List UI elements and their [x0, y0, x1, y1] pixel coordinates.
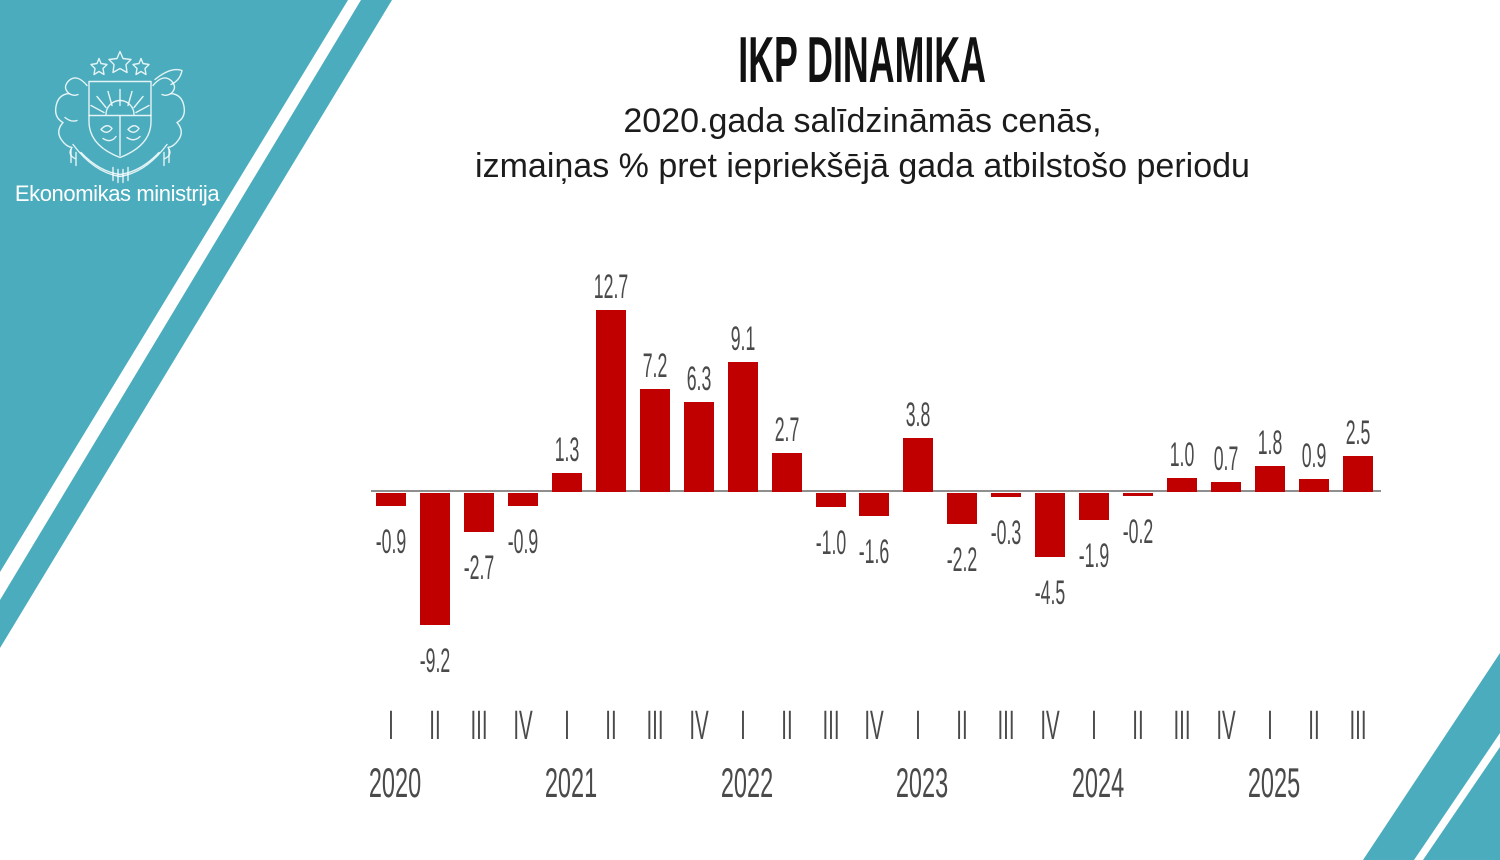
- bar-value-label: -9.2: [419, 641, 451, 680]
- page-title-wrap: IKP DINAMIKA: [362, 23, 1362, 96]
- quarter-tick-label: II: [1308, 702, 1320, 748]
- quarter-tick-label: III: [646, 702, 664, 748]
- bar: [419, 493, 450, 625]
- year-label: 2025: [1247, 759, 1301, 806]
- bar: [815, 493, 846, 508]
- bar-value-label: -0.3: [991, 514, 1022, 553]
- chart-subtitle: 2020.gada salīdzināmās cenās, izmaiņas %…: [360, 99, 1365, 189]
- bar-value-label: 9.1: [730, 319, 755, 358]
- bar-value-label: 7.2: [642, 347, 667, 386]
- quarter-tick-label: II: [1132, 702, 1144, 748]
- quarter-tick-label: II: [605, 702, 617, 748]
- quarter-tick-label: III: [997, 702, 1015, 748]
- bar: [463, 493, 494, 532]
- bar: [1035, 493, 1066, 558]
- bar: [859, 493, 890, 516]
- quarter-tick-label: III: [1349, 702, 1367, 748]
- quarter-tick-label: IV: [688, 702, 709, 748]
- bar-value-label: -2.7: [463, 548, 495, 587]
- chart-subtitle-line2: izmaiņas % pret iepriekšējā gada atbilst…: [475, 147, 1250, 186]
- bar: [639, 389, 670, 492]
- year-label: 2022: [720, 759, 773, 806]
- bar: [991, 493, 1022, 498]
- bar-value-label: -4.5: [1035, 574, 1066, 613]
- quarter-tick-label: IV: [1216, 702, 1236, 748]
- quarter-tick-label: I: [739, 702, 746, 748]
- quarter-tick-label: I: [1267, 702, 1273, 748]
- quarter-tick-label: II: [956, 702, 969, 748]
- bar-value-label: 0.9: [1301, 437, 1327, 476]
- bar: [1123, 493, 1154, 496]
- quarter-tick-label: IV: [864, 702, 885, 748]
- teal-diagonal-top-left: [0, 0, 348, 572]
- bar-value-label: 6.3: [686, 359, 711, 398]
- bar-value-label: -0.2: [1122, 512, 1154, 551]
- quarter-tick-label: II: [780, 702, 793, 748]
- quarter-tick-label: I: [388, 702, 394, 748]
- chart-subtitle-line1: 2020.gada salīdzināmās cenās,: [623, 102, 1102, 140]
- bar-value-label: 12.7: [593, 268, 628, 307]
- bar-value-label: -1.0: [815, 524, 846, 563]
- bar: [376, 493, 406, 506]
- bar-value-label: 1.0: [1169, 435, 1195, 474]
- quarter-tick-label: III: [1173, 702, 1191, 748]
- bar-value-label: 1.8: [1257, 424, 1283, 463]
- latvia-coat-of-arms-icon: [54, 50, 186, 184]
- bar: [1298, 479, 1329, 492]
- bar: [771, 453, 802, 492]
- year-label: 2024: [1072, 759, 1125, 806]
- bar-value-label: -0.9: [375, 522, 407, 561]
- bar: [727, 361, 758, 492]
- bar: [507, 493, 538, 506]
- bar: [683, 401, 714, 492]
- chart-title: IKP DINAMIKA: [738, 23, 986, 96]
- bar: [903, 437, 934, 492]
- teal-diagonal-bottom-right-corner: [1423, 747, 1500, 860]
- bar: [1167, 477, 1198, 492]
- teal-diagonal-bottom-right-band: [1363, 653, 1500, 860]
- bar: [551, 473, 582, 492]
- bar: [1255, 466, 1285, 492]
- year-label: 2021: [544, 759, 597, 806]
- quarter-tick-label: IV: [1040, 702, 1060, 748]
- bar-value-label: -1.9: [1078, 537, 1110, 576]
- bar-value-label: 1.3: [554, 431, 580, 470]
- teal-diagonal-band-left: [0, 0, 392, 648]
- bar: [947, 493, 978, 525]
- quarter-tick-label: IV: [513, 702, 533, 748]
- bar-value-label: 2.7: [774, 411, 799, 450]
- quarter-tick-label: II: [429, 702, 441, 748]
- bar: [1342, 456, 1373, 492]
- bar-value-label: 0.7: [1213, 439, 1239, 478]
- bar-value-label: -1.6: [859, 532, 890, 571]
- quarter-tick-label: III: [821, 702, 840, 748]
- ministry-name: Ekonomikas ministrija: [14, 181, 220, 206]
- year-label: 2023: [896, 759, 949, 806]
- bar-value-label: 3.8: [906, 395, 931, 434]
- bar: [1211, 481, 1242, 492]
- bar-value-label: -2.2: [947, 541, 978, 580]
- bar: [595, 310, 626, 492]
- quarter-tick-label: III: [470, 702, 488, 748]
- bar-value-label: -0.9: [507, 522, 539, 561]
- bar: [1079, 493, 1110, 521]
- quarter-tick-label: I: [1091, 702, 1098, 748]
- year-label: 2020: [368, 759, 422, 806]
- quarter-tick-label: I: [563, 702, 570, 748]
- x-axis-line: [371, 490, 1381, 492]
- bar-value-label: 2.5: [1345, 414, 1371, 453]
- quarter-tick-label: I: [915, 702, 922, 748]
